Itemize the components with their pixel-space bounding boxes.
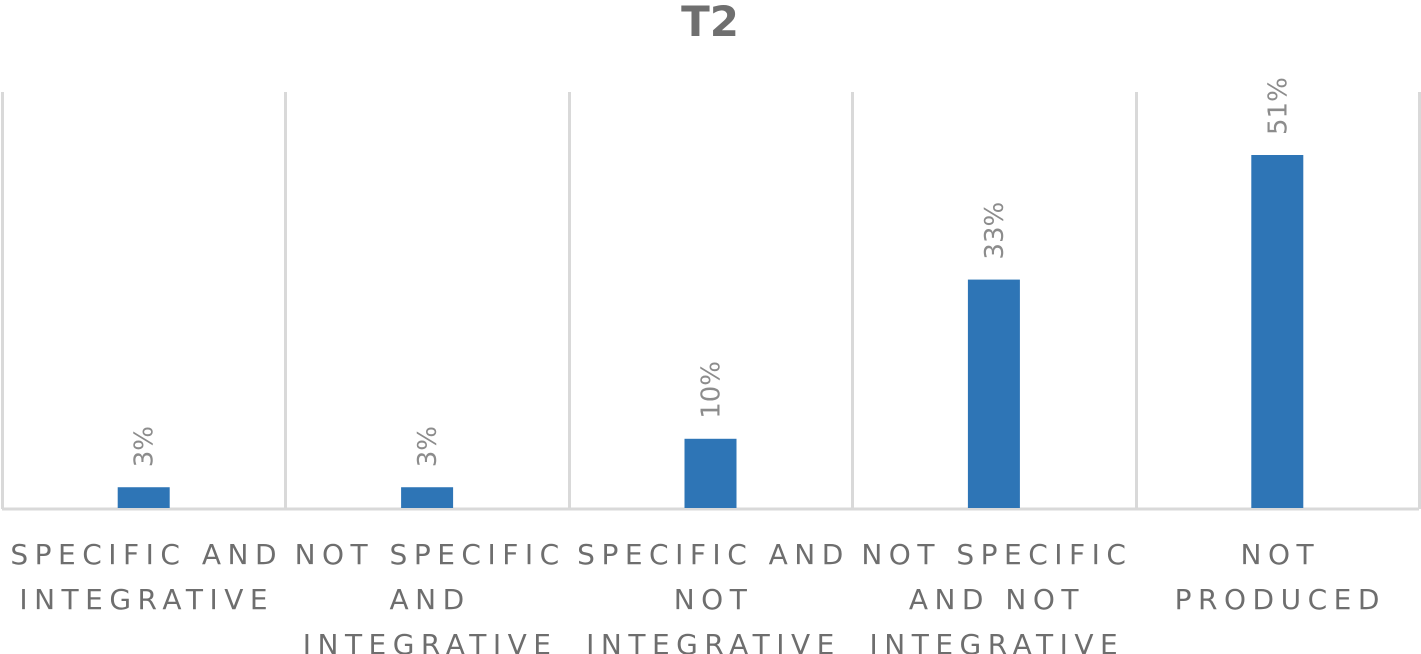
category-label: INTEGRATIVE [19, 583, 274, 616]
bar [401, 487, 454, 508]
bar [1251, 155, 1304, 508]
bar [117, 487, 170, 508]
data-label: 3% [130, 426, 160, 467]
category-labels: SPECIFIC AND INTEGRATIVE NOT SPECIFIC AND IN… [10, 538, 1386, 654]
category-label: NOT [674, 583, 754, 616]
chart-title: T2 [681, 0, 739, 46]
category-label: INTEGRATIVE [586, 628, 841, 654]
bars [117, 155, 1304, 508]
bar [684, 438, 737, 508]
category-label: AND [390, 583, 471, 616]
grid-lines [1, 92, 1421, 511]
bar [967, 279, 1020, 508]
category-label: NOT [1241, 538, 1321, 571]
data-label: 3% [413, 426, 443, 467]
data-labels: 3% 3% 10% 33% 51% [130, 77, 1294, 467]
category-label: NOT SPECIFIC [861, 538, 1132, 571]
data-label: 33% [980, 202, 1010, 260]
data-label: 51% [1263, 77, 1293, 135]
category-label: AND NOT [909, 583, 1085, 616]
category-label: SPECIFIC AND [10, 538, 283, 571]
category-label: INTEGRATIVE [303, 628, 558, 654]
category-label: PRODUCED [1175, 583, 1386, 616]
category-label: NOT SPECIFIC [295, 538, 566, 571]
category-label: SPECIFIC AND [577, 538, 850, 571]
data-label: 10% [697, 361, 727, 419]
category-label: INTEGRATIVE [870, 628, 1125, 654]
